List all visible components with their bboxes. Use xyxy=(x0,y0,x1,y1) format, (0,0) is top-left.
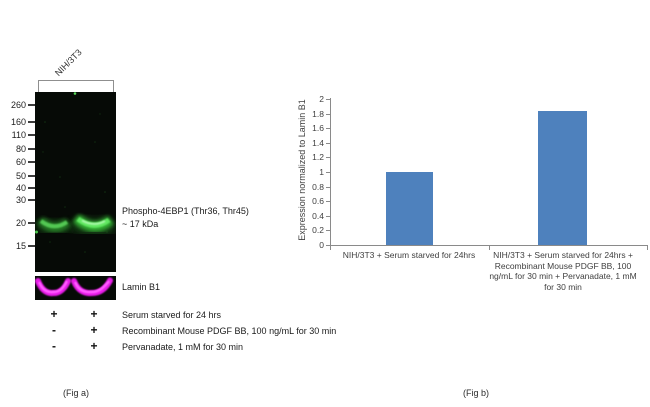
treatment-label: Pervanadate, 1 mM for 30 min xyxy=(122,342,244,352)
x-axis-tick-mark xyxy=(647,246,648,250)
mw-tick xyxy=(28,175,35,177)
mw-tick xyxy=(28,245,35,247)
band-annotation-line1: Phospho-4EBP1 (Thr36, Thr45) xyxy=(122,206,249,216)
mw-tick xyxy=(28,199,35,201)
mw-marker-label: 260 xyxy=(10,100,26,110)
bar-serum-starved xyxy=(386,172,433,245)
mw-tick xyxy=(28,148,35,150)
band-annotation-line2: ~ 17 kDa xyxy=(122,219,159,229)
x-axis-tick-mark xyxy=(489,246,490,250)
y-axis-tick-mark xyxy=(326,186,330,188)
x-axis-category-label: NIH/3T3 + Serum starved for 24hrs + Reco… xyxy=(489,250,637,292)
x-axis-line xyxy=(330,245,648,246)
y-axis-tick-label: 0.2 xyxy=(312,225,324,236)
mw-tick xyxy=(28,121,35,123)
mw-marker-label: 80 xyxy=(15,144,26,154)
treatment-sign: + xyxy=(90,307,98,321)
treatment-sign: + xyxy=(50,307,58,321)
mw-tick xyxy=(28,134,35,136)
bar-pdgf-pervanadate xyxy=(538,110,587,245)
y-axis-tick-label: 1.2 xyxy=(312,152,324,163)
mw-marker-label: 60 xyxy=(15,157,26,167)
y-axis-line xyxy=(330,98,331,246)
treatment-label: Recombinant Mouse PDGF BB, 100 ng/mL for… xyxy=(122,326,337,336)
figure-a-caption: (Fig a) xyxy=(63,388,90,398)
treatment-sign: - xyxy=(52,339,56,353)
figure-b-caption: (Fig b) xyxy=(463,388,490,398)
y-axis-tick-label: 0.4 xyxy=(312,210,324,221)
y-axis-tick-mark xyxy=(326,128,330,130)
y-axis-tick-label: 0.8 xyxy=(312,181,324,192)
y-axis-tick-mark xyxy=(326,245,330,246)
treatment-sign: + xyxy=(90,339,98,353)
y-axis-tick-mark xyxy=(326,172,330,173)
y-axis-tick-mark xyxy=(326,215,330,217)
y-axis-tick-label: 1 xyxy=(319,167,324,177)
mw-tick xyxy=(28,161,35,163)
mw-tick xyxy=(28,104,35,106)
y-axis-tick-mark xyxy=(326,157,330,159)
western-blot-membrane xyxy=(34,92,117,272)
x-axis-tick-mark xyxy=(330,246,331,250)
y-axis-tick-mark xyxy=(326,113,330,115)
mw-tick xyxy=(28,187,35,189)
treatment-sign: - xyxy=(52,323,56,337)
mw-marker-label: 40 xyxy=(15,183,26,193)
mw-marker-label: 15 xyxy=(15,241,26,251)
y-axis-tick-label: 0 xyxy=(319,240,324,250)
mw-marker-label: 160 xyxy=(10,117,26,127)
lane-label: NIH/3T3 xyxy=(52,47,84,78)
treatment-sign: + xyxy=(90,323,98,337)
lamin-b1-bands xyxy=(35,277,113,297)
y-axis-tick-label: 1.8 xyxy=(312,108,324,119)
lamin-b1-label: Lamin B1 xyxy=(122,282,161,292)
y-axis-tick-mark xyxy=(326,142,330,144)
mw-marker-label: 50 xyxy=(15,171,26,181)
y-axis-tick-mark xyxy=(326,230,330,232)
phospho-4ebp1-bands xyxy=(34,92,117,253)
lamin-b1-membrane xyxy=(35,276,116,300)
y-axis-tick-label: 2 xyxy=(319,94,324,104)
mw-marker-label: 20 xyxy=(15,218,26,228)
mw-marker-label: 110 xyxy=(11,130,26,140)
mw-marker-label: 30 xyxy=(15,195,26,205)
y-axis-tick-mark xyxy=(326,99,330,100)
y-axis-tick-label: 1.6 xyxy=(312,123,324,134)
treatment-label: Serum starved for 24 hrs xyxy=(122,310,222,320)
y-axis-tick-label: 0.6 xyxy=(312,196,324,207)
y-axis-tick-label: 1.4 xyxy=(312,137,324,148)
mw-tick xyxy=(28,222,35,224)
x-axis-category-label: NIH/3T3 + Serum starved for 24hrs xyxy=(342,250,476,260)
y-axis-tick-mark xyxy=(326,201,330,203)
band-annotation: Phospho-4EBP1 (Thr36, Thr45) ~ 17 kDa xyxy=(122,205,249,231)
lane-bracket xyxy=(38,80,114,92)
